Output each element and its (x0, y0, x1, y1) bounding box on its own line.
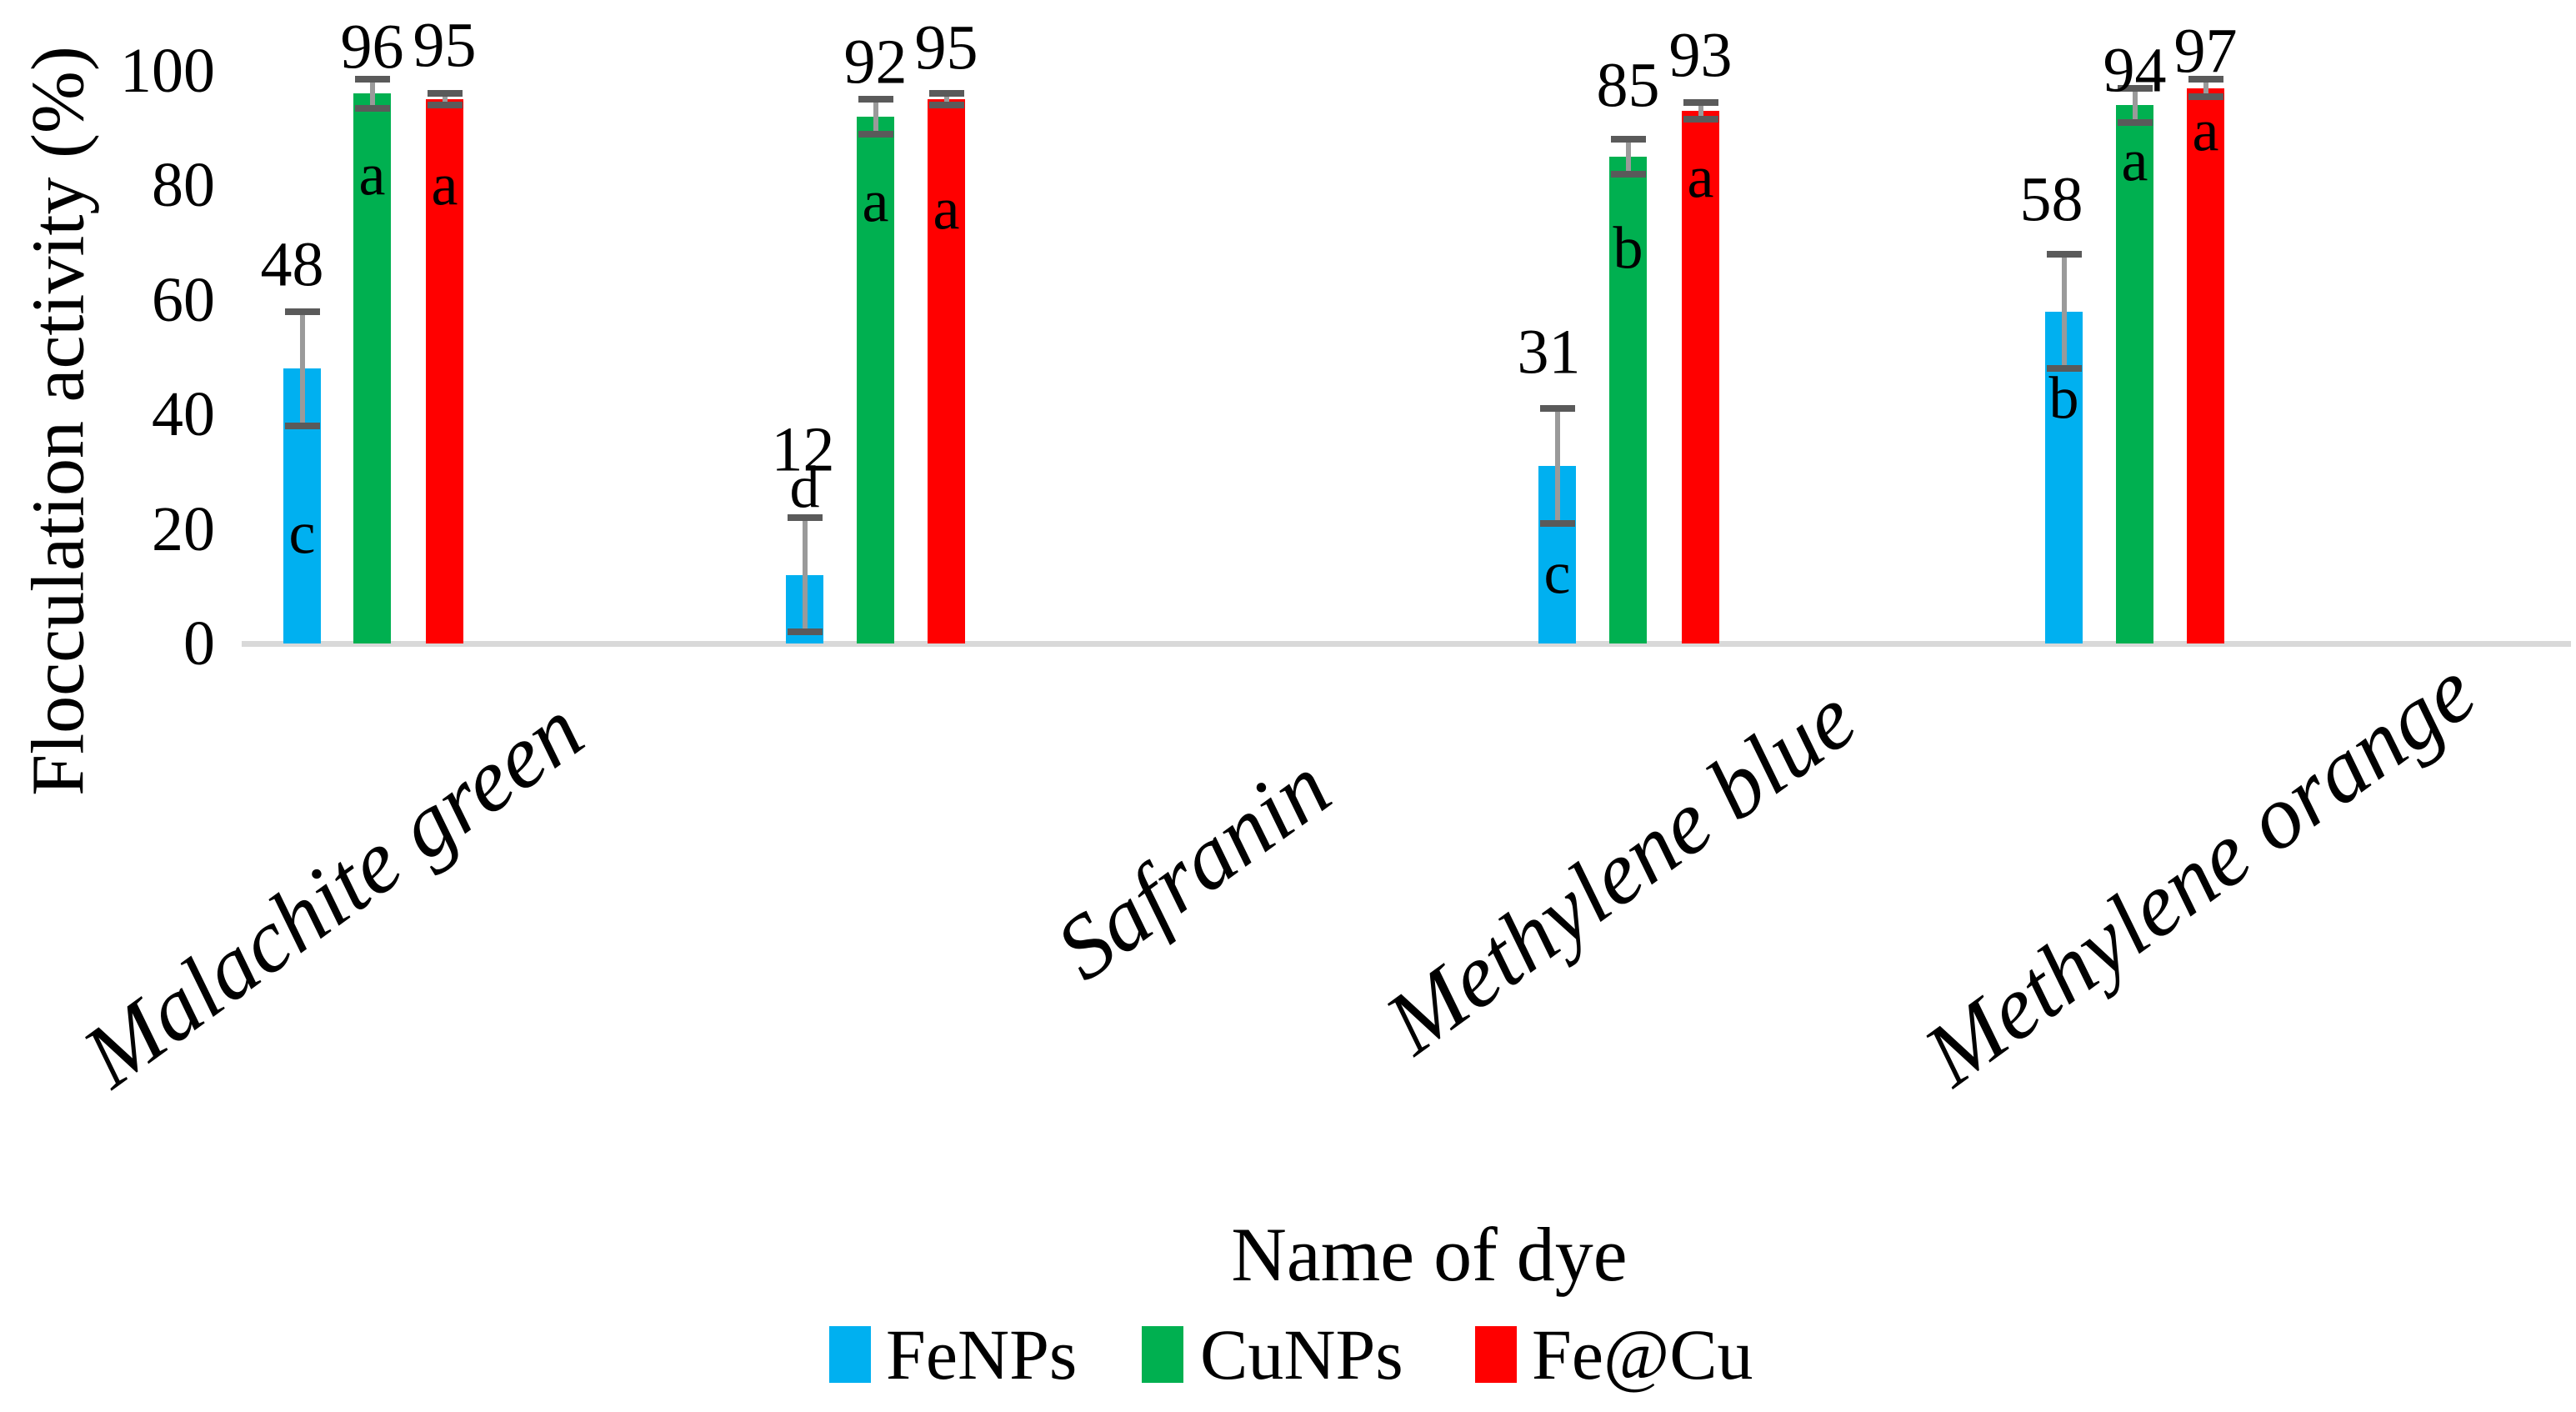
bar (426, 99, 463, 643)
significance-letter: a (431, 151, 458, 218)
legend-swatch-cunps (1142, 1326, 1183, 1383)
error-bar-cap (1610, 136, 1646, 143)
error-bar-cap (1539, 405, 1575, 413)
significance-letter: c (288, 499, 316, 567)
error-bar-cap (427, 90, 463, 98)
error-bar-cap (928, 90, 964, 98)
legend-label: FeNPs (886, 1314, 1078, 1394)
significance-letter: a (358, 141, 386, 208)
error-bar-cap (427, 102, 463, 109)
error-bar-cap (2188, 93, 2223, 100)
error-bar (943, 93, 949, 106)
error-bar (1698, 102, 1703, 120)
error-bar-cap (1683, 116, 1718, 123)
bar (857, 116, 894, 643)
bar (1682, 111, 1719, 643)
error-bar-cap (2117, 84, 2153, 92)
error-bar-cap (787, 628, 823, 636)
significance-letter: d (789, 453, 820, 521)
error-bar-cap (354, 104, 390, 112)
x-tick-label: Safranin (1038, 737, 1348, 1000)
legend-swatch-featcu (1475, 1326, 1517, 1383)
error-bar-cap (787, 513, 823, 521)
error-bar-cap (928, 102, 964, 109)
value-label: 31 (1517, 317, 1581, 388)
bar (1609, 157, 1647, 643)
error-bar (1554, 408, 1560, 523)
error-bar (442, 93, 448, 106)
error-bar (2203, 79, 2208, 97)
y-axis-title: Flocculation activity (%) (17, 46, 100, 796)
value-label: 95 (914, 13, 978, 83)
x-tick-label: Methylene orange (1907, 641, 2493, 1105)
x-axis-title: Name of dye (1231, 1212, 1628, 1297)
error-bar-cap (284, 422, 320, 429)
error-bar-cap (2046, 250, 2082, 258)
error-bar-cap (2046, 365, 2082, 373)
value-label: 92 (843, 27, 908, 98)
y-tick-label: 40 (152, 379, 215, 449)
error-bar-cap (2117, 118, 2153, 126)
bar (353, 93, 391, 643)
legend-label: Fe@Cu (1532, 1314, 1753, 1394)
error-bar-cap (354, 76, 390, 83)
y-tick-label: 0 (183, 608, 215, 678)
y-tick-label: 80 (152, 150, 215, 220)
bar (2116, 105, 2153, 643)
y-tick-label: 100 (120, 36, 215, 106)
error-bar (802, 517, 808, 633)
error-bar-cap (2188, 76, 2223, 83)
error-bar-cap (284, 308, 320, 315)
x-tick-label: Methylene blue (1368, 668, 1873, 1074)
significance-letter: a (2192, 97, 2219, 164)
value-label: 58 (2019, 164, 2083, 235)
significance-letter: c (1543, 539, 1571, 607)
y-tick-label: 20 (152, 494, 215, 564)
significance-letter: b (1613, 214, 1643, 282)
legend-label: CuNPs (1200, 1314, 1403, 1394)
error-bar (299, 311, 305, 426)
value-label: 95 (413, 10, 477, 81)
error-bar-cap (858, 96, 893, 103)
x-axis-line (242, 641, 2571, 647)
bar (928, 99, 965, 643)
significance-letter: b (2048, 364, 2079, 432)
value-label: 96 (340, 12, 404, 83)
legend-swatch-fenps (829, 1326, 871, 1383)
error-bar (2061, 253, 2067, 369)
significance-letter: a (1687, 143, 1714, 211)
value-label: 93 (1668, 20, 1733, 91)
x-tick-label: Malachite green (65, 679, 601, 1107)
error-bar (1625, 139, 1631, 174)
value-label: 94 (2103, 35, 2167, 106)
error-bar (2132, 88, 2138, 123)
error-bar-cap (858, 130, 893, 138)
significance-letter: a (933, 175, 960, 243)
error-bar-cap (1683, 98, 1718, 106)
error-bar (873, 99, 878, 134)
significance-letter: a (862, 168, 889, 235)
error-bar-cap (1610, 170, 1646, 178)
y-tick-label: 60 (152, 265, 215, 335)
error-bar (369, 79, 375, 108)
bar (2187, 88, 2224, 643)
value-label: 85 (1596, 50, 1660, 121)
significance-letter: a (2121, 127, 2148, 194)
value-label: 12 (771, 414, 835, 485)
error-bar-cap (1539, 519, 1575, 527)
value-label: 97 (2173, 16, 2238, 87)
value-label: 48 (260, 229, 324, 300)
